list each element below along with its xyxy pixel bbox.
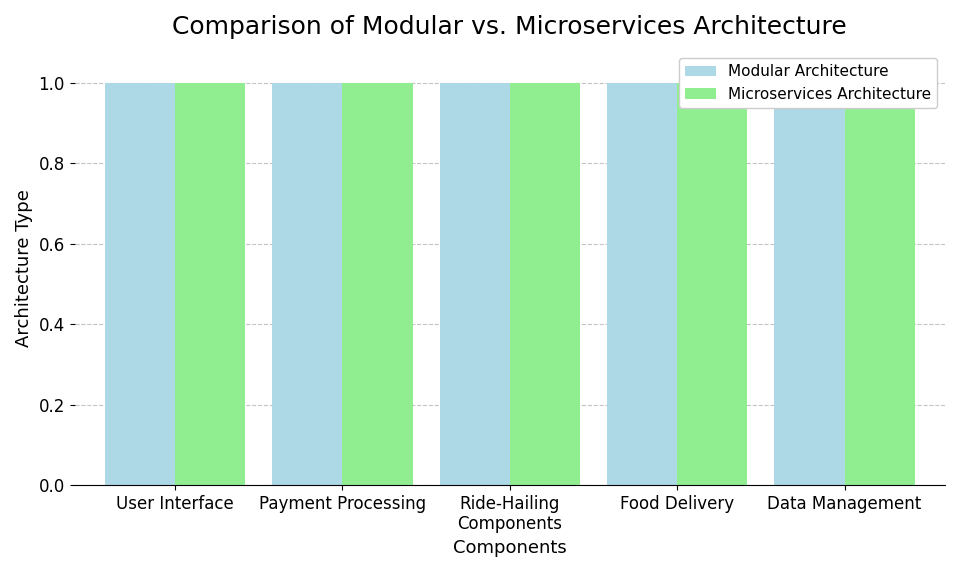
Legend: Modular Architecture, Microservices Architecture: Modular Architecture, Microservices Arch… [680, 58, 937, 108]
Bar [440, 83, 510, 485]
Bar [775, 83, 845, 485]
Bar [607, 83, 677, 485]
Bar [677, 83, 748, 485]
Bar [343, 83, 413, 485]
Title: Comparison of Modular vs. Microservices Architecture: Comparison of Modular vs. Microservices … [173, 15, 848, 39]
Bar [510, 83, 580, 485]
Bar [272, 83, 343, 485]
Bar [175, 83, 246, 485]
Bar [845, 83, 915, 485]
X-axis label: Components: Components [453, 539, 566, 557]
Y-axis label: Architecture Type: Architecture Type [15, 189, 33, 347]
Bar [105, 83, 175, 485]
